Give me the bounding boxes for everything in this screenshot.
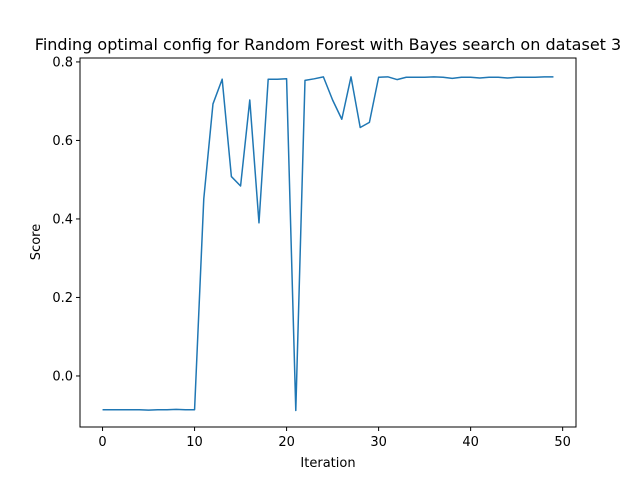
y-axis-ticks: 0.0 0.2 0.4 0.6 0.8 (52, 55, 80, 384)
chart-title: Finding optimal config for Random Forest… (35, 35, 621, 54)
x-tick-label: 50 (554, 435, 571, 450)
x-tick-label: 30 (370, 435, 387, 450)
series-line-0 (102, 76, 554, 412)
y-tick-label: 0.0 (52, 369, 73, 384)
plot-frame (79, 57, 577, 428)
x-tick-label: 10 (186, 435, 203, 450)
x-axis-label: Iteration (300, 456, 355, 471)
y-axis-label: Score (29, 224, 44, 260)
x-tick-label: 0 (98, 435, 106, 450)
x-tick-label: 20 (278, 435, 295, 450)
y-tick-label: 0.8 (52, 55, 73, 70)
y-tick-label: 0.2 (52, 291, 73, 306)
plot-area (102, 76, 554, 412)
y-tick-label: 0.4 (52, 212, 73, 227)
y-tick-label: 0.6 (52, 134, 73, 149)
x-axis-ticks: 0 10 20 30 40 50 (98, 427, 571, 450)
x-tick-label: 40 (462, 435, 479, 450)
